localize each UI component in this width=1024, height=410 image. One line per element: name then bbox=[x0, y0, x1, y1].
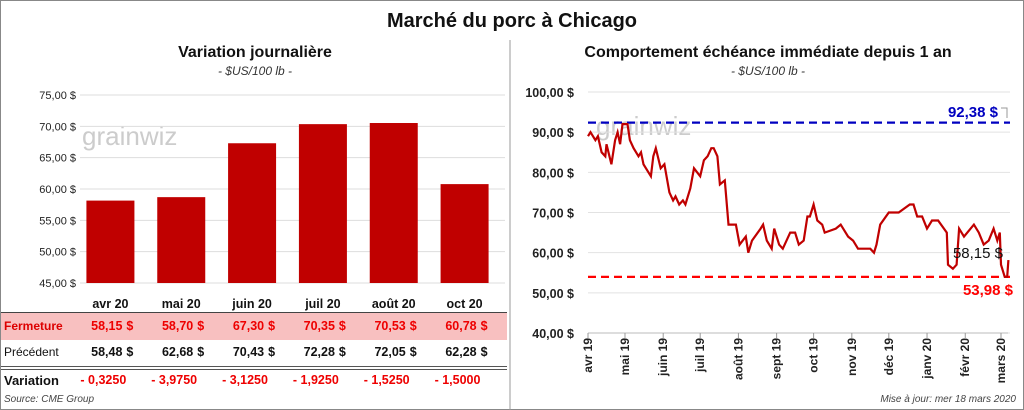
unit-label: $ bbox=[268, 319, 276, 333]
unit-label: $ bbox=[338, 345, 346, 359]
fermeture-row bbox=[1, 312, 507, 340]
y-tick-label: 60,00 $ bbox=[39, 184, 76, 196]
watermark-logo: grainwiz bbox=[596, 111, 691, 141]
unit-label: $ bbox=[197, 319, 205, 333]
x-tick-label: juil 20 bbox=[304, 297, 340, 311]
unit-label: $ bbox=[338, 319, 346, 333]
right-chart-title: Comportement échéance immédiate depuis 1… bbox=[584, 44, 952, 61]
x-tick-label: févr 20 bbox=[958, 338, 972, 377]
table-cell: - 3,9750 bbox=[151, 373, 198, 387]
unit-label: $ bbox=[126, 319, 134, 333]
x-tick-label: juin 20 bbox=[231, 297, 272, 311]
left-chart-title: Variation journalière bbox=[178, 44, 332, 61]
y-tick-label: 45,00 $ bbox=[39, 278, 76, 290]
bar bbox=[298, 124, 347, 283]
source-note: Source: CME Group bbox=[4, 394, 95, 405]
x-tick-label: avr 19 bbox=[581, 338, 595, 373]
table-cell: - 3,1250 bbox=[222, 373, 268, 387]
bar bbox=[440, 184, 489, 283]
bar bbox=[157, 197, 206, 283]
x-tick-label: juin 19 bbox=[656, 338, 670, 377]
row-label: Fermeture bbox=[4, 319, 63, 333]
unit-label: $ bbox=[268, 345, 276, 359]
y-tick-label: 50,00 $ bbox=[532, 287, 574, 301]
right-chart-subtitle: - $US/100 lb - bbox=[730, 64, 806, 78]
table-cell: 70,35 bbox=[303, 319, 335, 333]
y-tick-label: 90,00 $ bbox=[532, 126, 574, 140]
table-cell: 72,28 bbox=[303, 345, 335, 359]
y-tick-label: 75,00 $ bbox=[39, 90, 76, 102]
unit-label: $ bbox=[480, 345, 488, 359]
x-tick-label: avr 20 bbox=[92, 297, 128, 311]
table-cell: 67,30 bbox=[232, 319, 265, 333]
row-label: Précédent bbox=[4, 345, 59, 359]
table-double-divider bbox=[1, 366, 507, 370]
x-tick-label: sept 19 bbox=[770, 338, 784, 380]
table-cell: 58,48 bbox=[91, 345, 123, 359]
bar bbox=[369, 123, 418, 284]
last-label: 58,15 $ bbox=[953, 245, 1004, 262]
x-tick-label: juil 19 bbox=[693, 338, 707, 373]
x-tick-label: déc 19 bbox=[882, 338, 896, 376]
bar bbox=[86, 200, 135, 283]
table-cell: - 1,9250 bbox=[292, 373, 339, 387]
high-label: 92,38 $ bbox=[948, 104, 999, 121]
y-tick-label: 70,00 $ bbox=[532, 207, 574, 221]
x-tick-label: oct 19 bbox=[807, 338, 821, 373]
unit-label: $ bbox=[126, 345, 134, 359]
bar bbox=[228, 143, 277, 283]
x-tick-label: janv 20 bbox=[920, 338, 934, 380]
table-cell: 72,05 bbox=[374, 345, 406, 359]
x-tick-label: mars 20 bbox=[994, 338, 1008, 384]
unit-label: $ bbox=[197, 345, 205, 359]
table-cell: - 0,3250 bbox=[80, 373, 127, 387]
table-cell: - 1,5250 bbox=[363, 373, 410, 387]
y-tick-label: 55,00 $ bbox=[39, 215, 76, 227]
row-label: Variation bbox=[4, 373, 59, 388]
table-cell: 58,70 bbox=[161, 319, 194, 333]
table-cell: 70,43 bbox=[232, 345, 265, 359]
x-tick-label: oct 20 bbox=[447, 297, 483, 311]
table-cell: 62,28 bbox=[445, 345, 477, 359]
unit-label: $ bbox=[409, 345, 417, 359]
table-cell: 70,53 bbox=[374, 319, 406, 333]
low-label: 53,98 $ bbox=[963, 282, 1014, 299]
unit-label: $ bbox=[480, 319, 488, 333]
price-line bbox=[587, 122, 1010, 278]
watermark-logo: grainwiz bbox=[82, 121, 177, 151]
table-cell: 58,15 bbox=[91, 319, 123, 333]
x-tick-label: mai 19 bbox=[618, 338, 632, 376]
x-tick-label: mai 20 bbox=[162, 297, 201, 311]
page-title: Marché du porc à Chicago bbox=[386, 10, 638, 32]
x-tick-label: août 20 bbox=[372, 297, 416, 311]
table-cell: - 1,5000 bbox=[434, 373, 481, 387]
y-tick-label: 65,00 $ bbox=[39, 153, 76, 165]
x-tick-label: août 19 bbox=[731, 338, 745, 380]
y-tick-label: 60,00 $ bbox=[532, 247, 574, 261]
high-label-leader bbox=[1001, 107, 1008, 118]
unit-label: $ bbox=[409, 319, 417, 333]
y-tick-label: 100,00 $ bbox=[525, 86, 574, 100]
update-note: Mise à jour: mer 18 mars 2020 bbox=[880, 394, 1016, 405]
y-tick-label: 80,00 $ bbox=[532, 166, 574, 180]
x-tick-label: nov 19 bbox=[845, 338, 859, 376]
y-tick-label: 50,00 $ bbox=[39, 247, 76, 259]
left-chart-subtitle: - $US/100 lb - bbox=[217, 64, 293, 78]
y-tick-label: 70,00 $ bbox=[39, 121, 76, 133]
y-tick-label: 40,00 $ bbox=[532, 327, 574, 341]
table-cell: 62,68 bbox=[161, 345, 194, 359]
table-cell: 60,78 bbox=[445, 319, 477, 333]
